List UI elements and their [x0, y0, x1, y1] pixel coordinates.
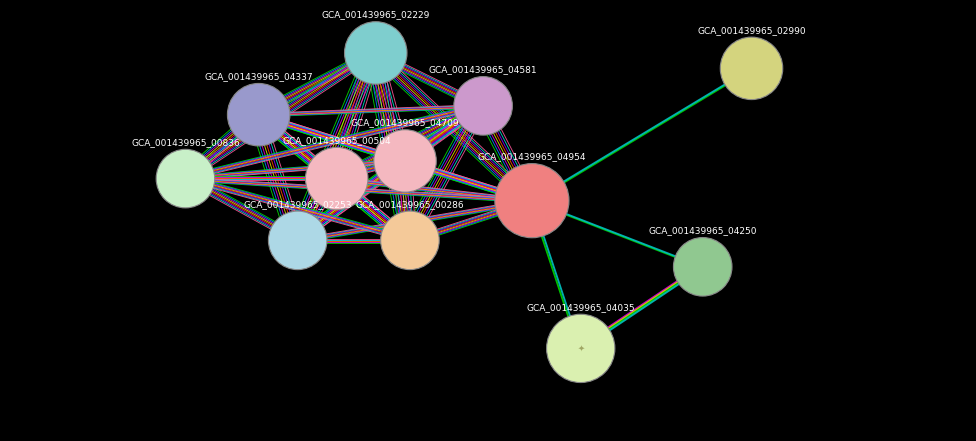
Text: GCA_001439965_02229: GCA_001439965_02229 — [321, 11, 430, 19]
Ellipse shape — [305, 147, 368, 210]
Ellipse shape — [495, 164, 569, 238]
Ellipse shape — [156, 149, 215, 208]
Text: GCA_001439965_00504: GCA_001439965_00504 — [282, 136, 391, 145]
Ellipse shape — [268, 211, 327, 269]
Ellipse shape — [454, 77, 512, 135]
Ellipse shape — [673, 238, 732, 296]
Ellipse shape — [381, 211, 439, 269]
Text: GCA_001439965_00286: GCA_001439965_00286 — [355, 200, 465, 209]
Text: GCA_001439965_04337: GCA_001439965_04337 — [204, 72, 313, 81]
Text: GCA_001439965_04581: GCA_001439965_04581 — [428, 65, 538, 75]
Text: GCA_001439965_04250: GCA_001439965_04250 — [648, 226, 757, 235]
Text: GCA_001439965_04709: GCA_001439965_04709 — [350, 119, 460, 127]
Ellipse shape — [374, 130, 436, 192]
Text: GCA_001439965_04035: GCA_001439965_04035 — [526, 303, 635, 312]
Text: GCA_001439965_02253: GCA_001439965_02253 — [243, 200, 352, 209]
Text: GCA_001439965_02990: GCA_001439965_02990 — [697, 26, 806, 35]
Text: GCA_001439965_04954: GCA_001439965_04954 — [477, 152, 587, 161]
Text: ✦: ✦ — [577, 344, 585, 353]
Ellipse shape — [720, 37, 783, 100]
Text: GCA_001439965_00836: GCA_001439965_00836 — [131, 138, 240, 147]
Ellipse shape — [227, 83, 290, 146]
Ellipse shape — [345, 22, 407, 84]
Ellipse shape — [547, 314, 615, 382]
